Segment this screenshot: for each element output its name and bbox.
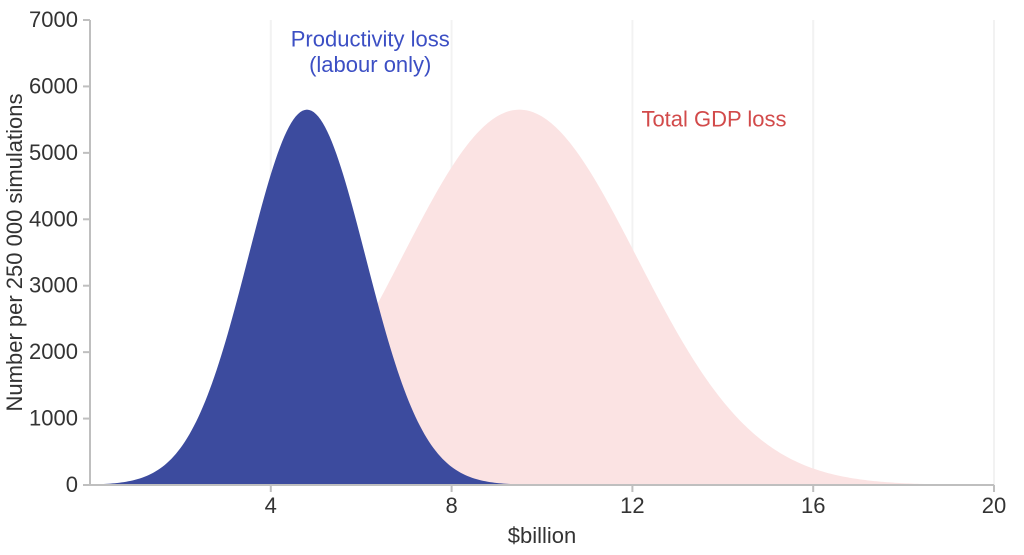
y-tick-label: 4000: [29, 206, 78, 231]
x-axis-label: $billion: [508, 523, 577, 548]
y-tick-label: 7000: [29, 7, 78, 32]
y-tick-label: 3000: [29, 273, 78, 298]
series-label: Total GDP loss: [641, 106, 786, 131]
y-tick-label: 6000: [29, 73, 78, 98]
series-label: Productivity loss: [291, 27, 450, 52]
x-tick-label: 12: [620, 493, 644, 518]
x-tick-label: 4: [265, 493, 277, 518]
y-tick-label: 1000: [29, 406, 78, 431]
chart-svg: 0 1000 2000 3000 4000 5000 6000 7000 4 8 12 16 20 $bi…: [0, 0, 1024, 555]
x-tick-label: 20: [982, 493, 1006, 518]
x-tick-label: 16: [801, 493, 825, 518]
y-tick-label: 0: [66, 472, 78, 497]
x-tick-label: 8: [445, 493, 457, 518]
y-tick-label: 2000: [29, 339, 78, 364]
y-axis-label: Number per 250 000 simulations: [2, 94, 27, 412]
y-tick-label: 5000: [29, 140, 78, 165]
series-label: (labour only): [309, 52, 431, 77]
distribution-chart: 0 1000 2000 3000 4000 5000 6000 7000 4 8 12 16 20 $bi…: [0, 0, 1024, 555]
